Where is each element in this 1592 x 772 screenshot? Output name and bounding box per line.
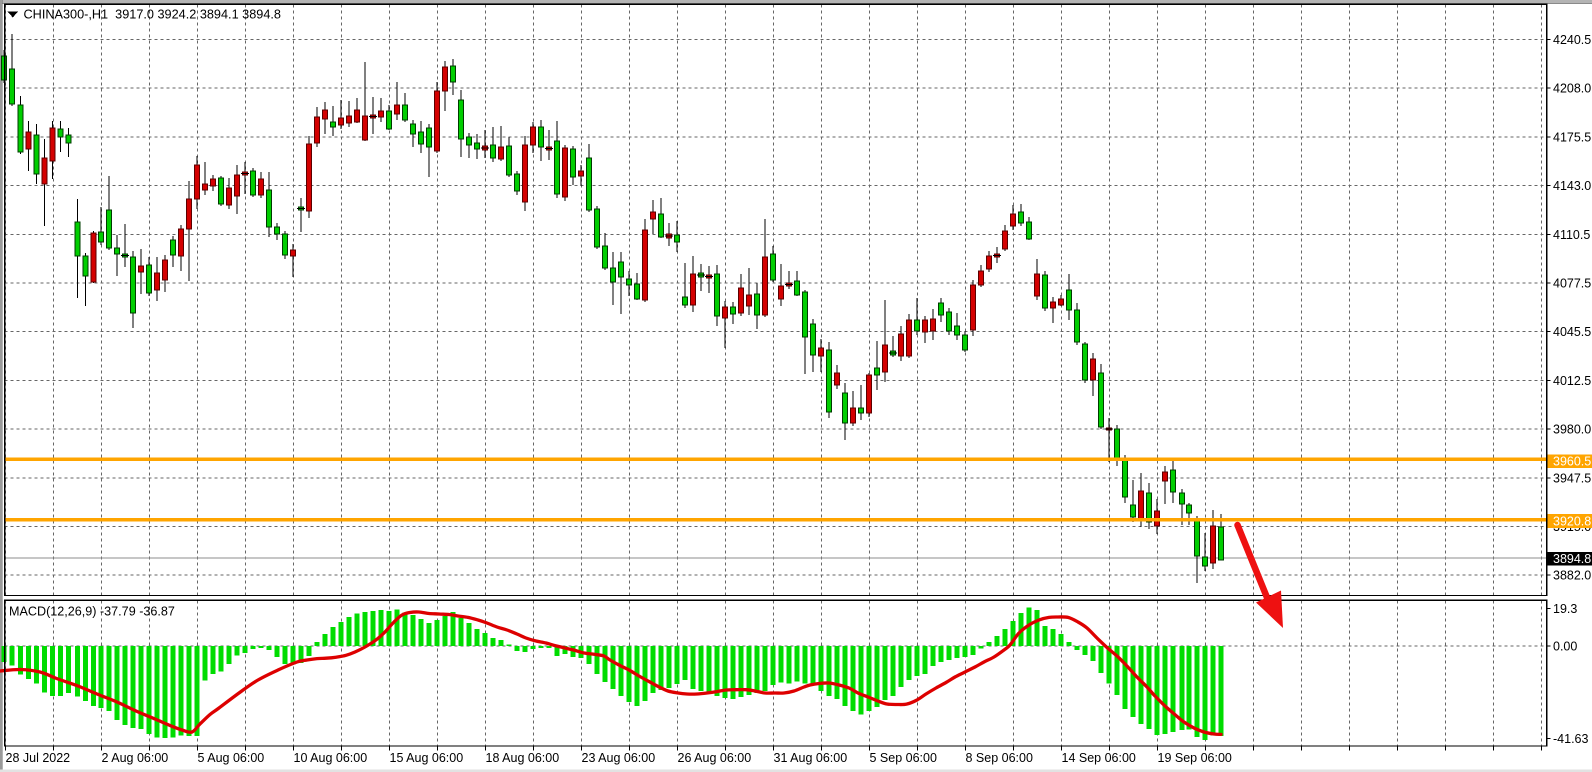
svg-text:3960.5: 3960.5 [1553, 454, 1591, 468]
svg-text:3894.8: 3894.8 [1553, 552, 1591, 566]
svg-text:-41.63: -41.63 [1553, 732, 1588, 746]
svg-text:10 Aug 06:00: 10 Aug 06:00 [294, 751, 368, 765]
svg-text:CHINA300-,H1 3917.0 3924.2 38: CHINA300-,H1 3917.0 3924.2 3894.1 3894.8 [24, 8, 281, 22]
svg-text:MACD(12,26,9) -37.79 -36.87: MACD(12,26,9) -37.79 -36.87 [9, 605, 175, 619]
svg-text:28 Jul 2022: 28 Jul 2022 [6, 751, 71, 765]
svg-text:4012.5: 4012.5 [1553, 374, 1591, 388]
svg-text:31 Aug 06:00: 31 Aug 06:00 [774, 751, 848, 765]
svg-text:3980.0: 3980.0 [1553, 423, 1591, 437]
svg-text:4077.5: 4077.5 [1553, 277, 1591, 291]
svg-text:2 Aug 06:00: 2 Aug 06:00 [102, 751, 169, 765]
svg-text:4045.5: 4045.5 [1553, 325, 1591, 339]
svg-text:3920.8: 3920.8 [1553, 514, 1591, 528]
svg-text:23 Aug 06:00: 23 Aug 06:00 [582, 751, 656, 765]
svg-text:4143.0: 4143.0 [1553, 179, 1591, 193]
svg-text:5 Aug 06:00: 5 Aug 06:00 [198, 751, 265, 765]
svg-text:26 Aug 06:00: 26 Aug 06:00 [678, 751, 752, 765]
svg-text:4175.5: 4175.5 [1553, 130, 1591, 144]
svg-text:4110.5: 4110.5 [1553, 228, 1590, 242]
svg-text:14 Sep 06:00: 14 Sep 06:00 [1062, 751, 1136, 765]
svg-text:4240.5: 4240.5 [1553, 33, 1591, 47]
svg-text:3882.0: 3882.0 [1553, 569, 1591, 583]
svg-text:8 Sep 06:00: 8 Sep 06:00 [966, 751, 1033, 765]
svg-text:5 Sep 06:00: 5 Sep 06:00 [870, 751, 937, 765]
svg-text:0.00: 0.00 [1553, 640, 1577, 654]
svg-text:4208.0: 4208.0 [1553, 82, 1591, 96]
svg-text:19.3: 19.3 [1553, 602, 1577, 616]
svg-text:15 Aug 06:00: 15 Aug 06:00 [390, 751, 464, 765]
svg-text:18 Aug 06:00: 18 Aug 06:00 [486, 751, 560, 765]
svg-text:3947.5: 3947.5 [1553, 471, 1591, 485]
svg-text:19 Sep 06:00: 19 Sep 06:00 [1158, 751, 1232, 765]
